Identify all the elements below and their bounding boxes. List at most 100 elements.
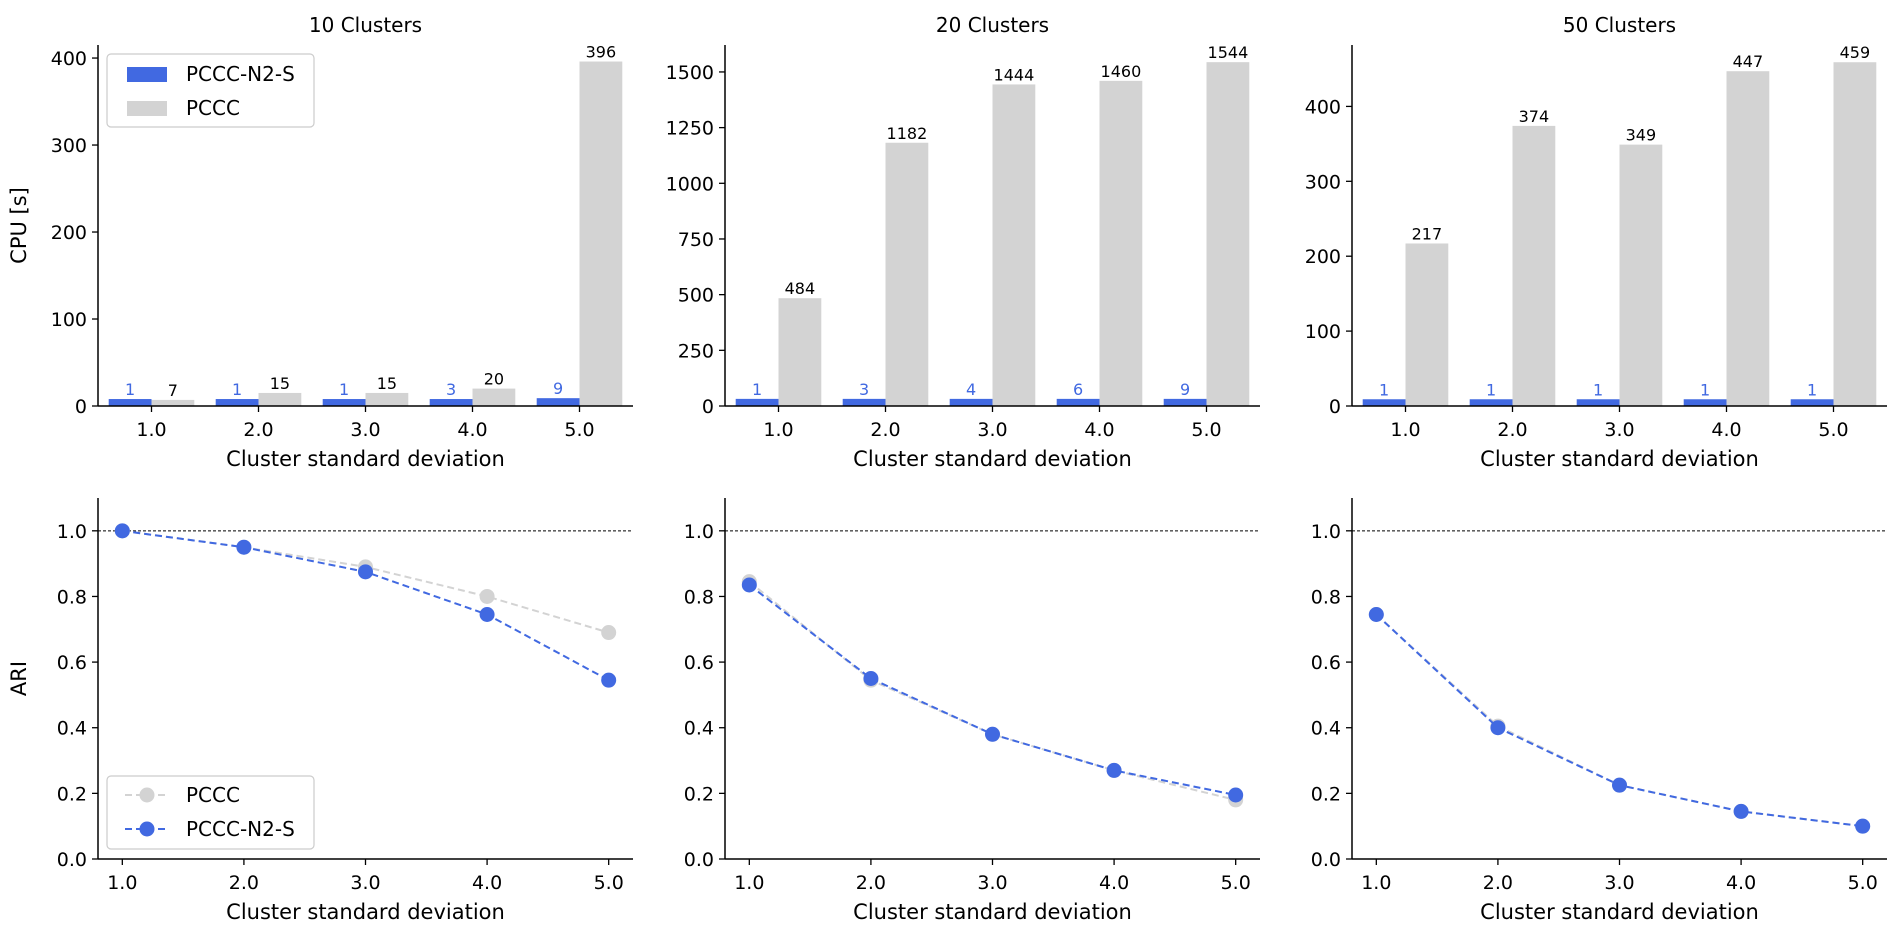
x-axis-label: Cluster standard deviation bbox=[226, 447, 505, 471]
legend-label: PCCC bbox=[186, 783, 240, 807]
x-axis-label: Cluster standard deviation bbox=[853, 900, 1132, 924]
y-tick-label: 0 bbox=[702, 396, 714, 418]
y-tick-label: 100 bbox=[51, 309, 87, 331]
series-line-pccc bbox=[122, 529, 609, 634]
bar-pccc bbox=[1512, 125, 1556, 406]
x-axis-label: Cluster standard deviation bbox=[853, 447, 1132, 471]
y-tick-label: 0.4 bbox=[1311, 718, 1341, 740]
x-tick-label: 3.0 bbox=[1604, 419, 1634, 441]
bar-pccc bbox=[778, 298, 822, 406]
y-tick-label: 0.8 bbox=[57, 586, 87, 608]
data-point-pccc-n2-s bbox=[1855, 818, 1871, 834]
bar-pccc bbox=[151, 399, 195, 406]
bar-pccc bbox=[579, 61, 623, 406]
y-tick-label: 250 bbox=[678, 340, 714, 362]
legend-label: PCCC-N2-S bbox=[186, 817, 295, 841]
bar-value-label: 1 bbox=[1486, 380, 1496, 399]
line-chart-panel-2: 1.0 2.0 3.0 4.0 5.0 0.0 0.2 0.4 0.6 0.8 1.0 Cluster… bbox=[684, 498, 1260, 924]
x-tick-label: 3.0 bbox=[1604, 872, 1634, 894]
bar-value-label: 484 bbox=[785, 279, 816, 298]
bar-value-label: 1182 bbox=[887, 124, 928, 143]
legend-marker bbox=[139, 787, 155, 803]
y-tick-label: 0.0 bbox=[684, 849, 714, 871]
x-tick-label: 3.0 bbox=[350, 419, 380, 441]
x-tick-label: 5.0 bbox=[594, 872, 624, 894]
bar-pccc-n2-s bbox=[108, 399, 152, 406]
y-tick-label: 1.0 bbox=[57, 521, 87, 543]
y-tick-label: 400 bbox=[51, 48, 87, 70]
data-point-pccc-n2-s bbox=[358, 564, 373, 580]
data-point-pccc-n2-s bbox=[1612, 777, 1627, 793]
y-tick-label: 400 bbox=[1305, 96, 1341, 118]
bar-pccc bbox=[1619, 144, 1663, 406]
x-tick-label: 5.0 bbox=[1818, 419, 1848, 441]
x-tick-label: 2.0 bbox=[1497, 419, 1527, 441]
y-tick-label: 0.2 bbox=[1311, 783, 1341, 805]
y-tick-label: 0.2 bbox=[57, 783, 87, 805]
data-point-pccc-n2-s bbox=[985, 726, 1000, 742]
x-tick-label: 1.0 bbox=[136, 419, 166, 441]
legend-swatch bbox=[127, 67, 167, 82]
y-tick-label: 0 bbox=[1329, 396, 1341, 418]
data-point-pccc-n2-s bbox=[741, 577, 757, 593]
series-line-pccc-n2-s bbox=[748, 584, 1236, 796]
x-tick-label: 4.0 bbox=[1099, 872, 1129, 894]
y-tick-label: 0 bbox=[75, 396, 87, 418]
x-axis-label: Cluster standard deviation bbox=[1480, 447, 1759, 471]
data-point-pccc-n2-s bbox=[1490, 720, 1506, 736]
bar-value-label: 3 bbox=[446, 380, 456, 399]
bar-pccc bbox=[885, 142, 929, 407]
y-tick-label: 0.6 bbox=[1311, 652, 1341, 674]
x-tick-label: 3.0 bbox=[350, 872, 380, 894]
bar-value-label: 1 bbox=[1379, 380, 1389, 399]
y-tick-label: 1.0 bbox=[684, 521, 714, 543]
bar-value-label: 6 bbox=[1073, 380, 1083, 399]
bar-value-label: 1 bbox=[1593, 380, 1603, 399]
y-tick-label: 200 bbox=[1305, 246, 1341, 268]
bar-chart-panel-3: 50 Clusters 1 1 1 1 1 217 374 349 447 459 1.0 2.0 3.0… bbox=[1305, 13, 1887, 471]
y-tick-label: 0.8 bbox=[684, 586, 714, 608]
series-line-pccc bbox=[748, 580, 1236, 801]
bar-pccc-n2-s bbox=[1362, 399, 1406, 406]
y-tick-label: 0.6 bbox=[684, 652, 714, 674]
bar-pccc bbox=[258, 392, 302, 406]
data-point-pccc-n2-s bbox=[1368, 607, 1384, 623]
y-tick-label: 1.0 bbox=[1311, 521, 1341, 543]
y-tick-label: 1500 bbox=[666, 62, 714, 84]
bar-value-label: 15 bbox=[377, 374, 397, 393]
x-tick-label: 5.0 bbox=[1221, 872, 1251, 894]
bar-value-label: 1444 bbox=[994, 65, 1035, 84]
x-tick-label: 1.0 bbox=[1390, 419, 1420, 441]
y-tick-label: 0.6 bbox=[57, 652, 87, 674]
bar-pccc bbox=[1099, 80, 1143, 406]
y-tick-label: 300 bbox=[1305, 171, 1341, 193]
bar-value-label: 1 bbox=[752, 380, 762, 399]
x-tick-label: 1.0 bbox=[734, 872, 764, 894]
bar-value-label: 1 bbox=[1700, 380, 1710, 399]
data-point-pccc-n2-s bbox=[236, 539, 252, 555]
legend-label: PCCC bbox=[186, 96, 240, 120]
bar-value-label: 1 bbox=[339, 380, 349, 399]
bar-pccc bbox=[1833, 62, 1877, 407]
data-point-pccc-n2-s bbox=[479, 607, 495, 623]
legend: PCCC-N2-S PCCC bbox=[106, 53, 315, 128]
bar-pccc-n2-s bbox=[949, 398, 993, 406]
bar-value-label: 396 bbox=[586, 43, 617, 62]
bar-pccc-n2-s bbox=[735, 398, 779, 406]
line-chart-panel-3: 1.0 2.0 3.0 4.0 5.0 0.0 0.2 0.4 0.6 0.8 1.0 Cluster… bbox=[1311, 498, 1887, 924]
series-line-pccc-n2-s bbox=[1375, 613, 1863, 828]
y-tick-label: 1000 bbox=[666, 173, 714, 195]
bar-pccc-n2-s bbox=[429, 399, 473, 406]
x-tick-label: 5.0 bbox=[1191, 419, 1221, 441]
y-tick-label: 1250 bbox=[666, 118, 714, 140]
x-tick-label: 2.0 bbox=[243, 419, 273, 441]
y-tick-label: 750 bbox=[678, 229, 714, 251]
x-tick-label: 2.0 bbox=[870, 419, 900, 441]
x-tick-label: 4.0 bbox=[472, 872, 502, 894]
bar-value-label: 1544 bbox=[1208, 43, 1249, 62]
y-axis-label: CPU [s] bbox=[7, 187, 31, 264]
data-point-pccc-n2-s bbox=[863, 671, 879, 686]
x-tick-label: 2.0 bbox=[856, 872, 886, 894]
data-point-pccc bbox=[479, 588, 495, 604]
